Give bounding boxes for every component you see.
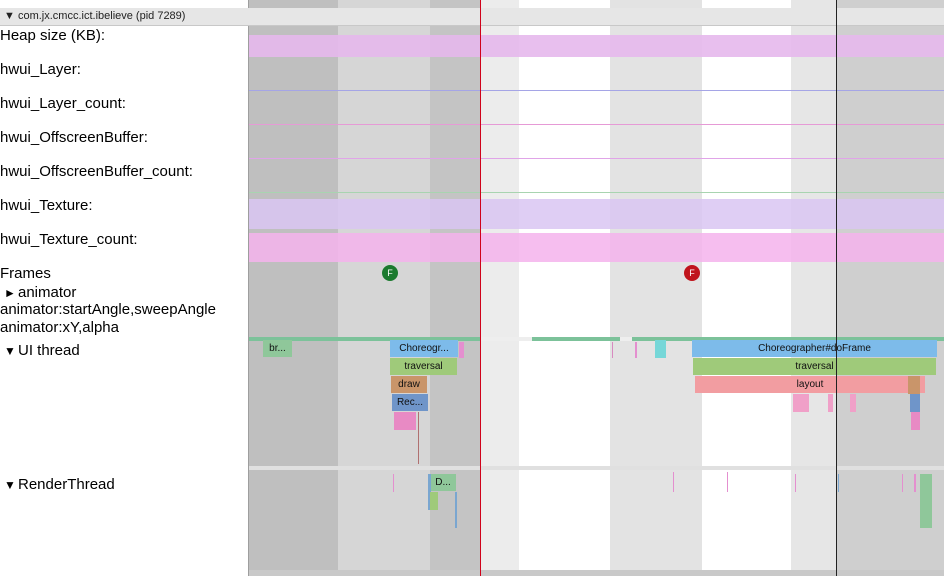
frame-marker-good[interactable]: F [382, 265, 398, 281]
activity-gap [620, 337, 632, 341]
slice-sliver [795, 474, 796, 492]
expand-triangle-icon[interactable]: ► [4, 286, 16, 300]
hwui-texture-count-track [249, 233, 944, 262]
next-track-strip [249, 570, 944, 576]
selection-end-line[interactable] [836, 0, 837, 576]
slice-sliver [911, 412, 920, 430]
ui-thread-activity-strip [249, 337, 944, 341]
hwui-texture-track [249, 199, 944, 229]
track-label-frames[interactable]: Frames [0, 265, 51, 282]
collapse-triangle-icon[interactable]: ▼ [4, 478, 16, 492]
animator-sub-label-angle: animator:startAngle,sweepAngle [0, 301, 216, 318]
collapse-triangle-icon[interactable]: ▼ [4, 10, 15, 22]
process-header[interactable]: ▼ com.jx.cmcc.ict.ibelieve (pid 7289) [0, 8, 944, 26]
slice-traversal-2[interactable]: traversal [693, 358, 936, 375]
slice-sliver [428, 474, 431, 510]
time-band [791, 0, 837, 576]
slice-sliver [655, 340, 666, 358]
process-title: ▼ com.jx.cmcc.ict.ibelieve (pid 7289) [4, 10, 185, 22]
hwui-texture-line [249, 192, 944, 193]
hwui-offscreen-buffer-count-line [249, 158, 944, 159]
timeline-area[interactable] [249, 0, 944, 576]
slice-sliver [635, 342, 637, 358]
slice-sliver [673, 472, 674, 492]
render-thread-label: RenderThread [18, 476, 115, 493]
slice-sliver [727, 472, 728, 492]
track-label-hwui-offscreen-buffer-count[interactable]: hwui_OffscreenBuffer_count: [0, 163, 193, 180]
track-label-hwui-layer[interactable]: hwui_Layer: [0, 61, 81, 78]
track-label-hwui-offscreen-buffer[interactable]: hwui_OffscreenBuffer: [0, 129, 148, 146]
time-band [480, 0, 519, 576]
process-name: com.jx.cmcc.ict.ibelieve (pid 7289) [17, 10, 186, 22]
track-label-hwui-layer-count[interactable]: hwui_Layer_count: [0, 95, 126, 112]
animator-sub-label-xy: animator:xY,alpha [0, 319, 119, 336]
slice-sliver [902, 474, 903, 492]
track-label-hwui-texture[interactable]: hwui_Texture: [0, 197, 93, 214]
slice-sliver [920, 474, 932, 528]
slice-sliver [430, 492, 438, 510]
slice-sliver [459, 342, 464, 358]
heap-size-track [249, 35, 944, 57]
slice-traversal-1[interactable]: traversal [390, 358, 457, 375]
thread-separator [249, 466, 944, 470]
slice-sliver [393, 474, 394, 492]
ui-thread-track-label[interactable]: ▼ UI thread [0, 342, 80, 359]
slice-drawframe[interactable]: D... [430, 474, 456, 491]
slice-layout[interactable]: layout [695, 376, 925, 393]
slice-choreographer-doframe[interactable]: Choreographer#doFrame [692, 340, 937, 357]
time-band [338, 0, 430, 576]
time-band [519, 0, 610, 576]
slice-sliver [910, 394, 920, 412]
track-labels-panel: Heap size (KB): hwui_Layer: hwui_Layer_c… [0, 0, 249, 576]
slice-sliver [612, 342, 613, 358]
slice-sliver [838, 474, 839, 492]
time-band [702, 0, 791, 576]
render-thread-track-label[interactable]: ▼ RenderThread [0, 476, 115, 493]
track-label-hwui-texture-count[interactable]: hwui_Texture_count: [0, 231, 138, 248]
slice-sliver [850, 394, 856, 412]
ui-thread-label: UI thread [18, 342, 80, 359]
animator-label: animator [18, 284, 77, 301]
time-band [249, 0, 338, 576]
slice-sliver [793, 394, 809, 412]
slice-choreographer-short[interactable]: Choreogr... [390, 340, 458, 357]
slice-sliver [828, 394, 833, 412]
slice-sliver [418, 412, 419, 464]
slice-sliver [455, 492, 457, 528]
time-band [610, 0, 702, 576]
selection-start-line[interactable] [480, 0, 481, 576]
hwui-offscreen-buffer-line [249, 124, 944, 125]
slice-sliver [394, 412, 416, 430]
activity-gap [480, 337, 532, 341]
slice-br[interactable]: br... [263, 340, 292, 357]
slice-sliver [908, 376, 920, 394]
hwui-layer-count-line [249, 90, 944, 91]
slice-draw[interactable]: draw [391, 376, 427, 393]
track-label-heap-size[interactable]: Heap size (KB): [0, 27, 106, 44]
slice-sliver [914, 474, 916, 492]
slice-record[interactable]: Rec... [392, 394, 428, 411]
collapse-triangle-icon[interactable]: ▼ [4, 344, 16, 358]
frame-marker-janky[interactable]: F [684, 265, 700, 281]
animator-track-label[interactable]: ► animator [0, 284, 76, 301]
